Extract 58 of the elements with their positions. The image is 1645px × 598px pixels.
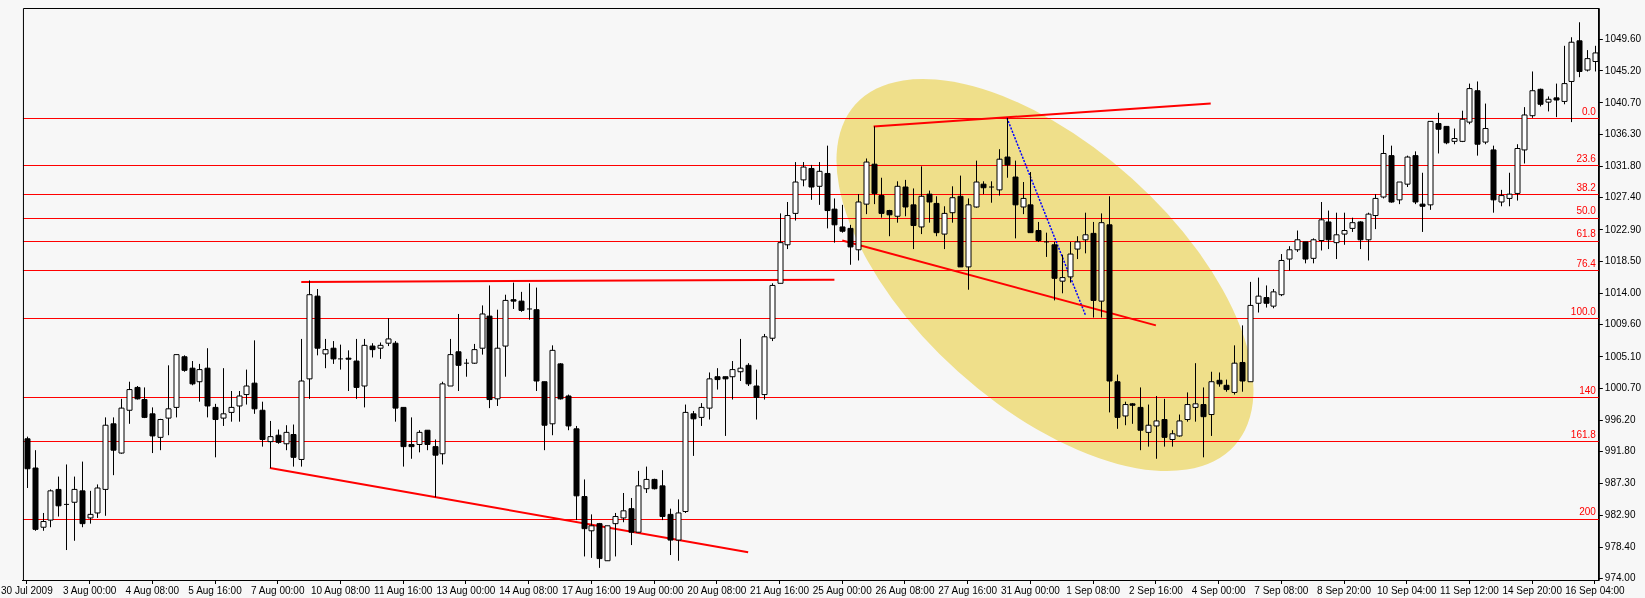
candlestick <box>63 463 70 551</box>
annotation: 140 <box>1579 385 1597 397</box>
x-tick-label: 4 Aug 08:00 <box>125 584 180 596</box>
x-tick-label: 20 Aug 08:00 <box>687 584 747 596</box>
y-tick-label: 1018.50 <box>1604 254 1642 266</box>
y-tick-label: 982.90 <box>1604 508 1636 520</box>
x-tick-label: 11 Aug 16:00 <box>374 584 433 596</box>
y-tick-label: 996.20 <box>1604 413 1636 425</box>
y-tick-label: 1022.90 <box>1604 223 1642 235</box>
y-tick-label: 1049.60 <box>1604 33 1642 45</box>
y-tick-label: 1014.00 <box>1604 287 1642 299</box>
y-tick-label: 1000.70 <box>1604 381 1642 393</box>
x-tick-label: 10 Sep 04:00 <box>1377 584 1437 596</box>
y-tick-label: 991.80 <box>1604 445 1636 457</box>
x-tick-label: 11 Sep 12:00 <box>1440 584 1500 596</box>
x-tick-label: 19 Aug 00:00 <box>624 584 684 596</box>
annotation: 23.6 <box>1576 152 1597 164</box>
x-tick-label: 14 Aug 08:00 <box>499 584 559 596</box>
y-tick-label: 1009.60 <box>1604 318 1642 330</box>
x-tick-label: 5 Aug 16:00 <box>188 584 243 596</box>
x-tick-label: 13 Aug 00:00 <box>436 584 496 596</box>
x-tick-label: 17 Aug 16:00 <box>561 584 622 596</box>
x-tick-label: 14 Sep 20:00 <box>1502 584 1563 596</box>
x-tick-label: 30 Jul 2009 <box>1 584 54 596</box>
candlestick <box>463 358 470 378</box>
x-tick-label: 7 Sep 08:00 <box>1254 584 1309 596</box>
y-tick-label: 1040.70 <box>1604 96 1642 108</box>
x-tick-label: 1 Sep 08:00 <box>1066 584 1121 596</box>
annotation: 50.0 <box>1576 205 1597 217</box>
x-tick-label: 7 Aug 00:00 <box>251 584 305 596</box>
x-tick-label: 16 Sep 04:00 <box>1565 584 1626 596</box>
y-tick-label: 1045.20 <box>1604 64 1642 76</box>
x-tick-label: 4 Sep 00:00 <box>1191 584 1246 596</box>
x-tick-label: 27 Aug 16:00 <box>938 584 998 596</box>
annotation: 200 <box>1579 506 1597 518</box>
x-tick-label: 3 Aug 00:00 <box>62 584 117 596</box>
annotation: 161.8 <box>1570 428 1597 440</box>
x-tick-label: 25 Aug 00:00 <box>812 584 873 596</box>
annotation: 100.0 <box>1570 306 1597 317</box>
x-tick-label: 2 Sep 16:00 <box>1128 584 1184 596</box>
annotation: 76.4 <box>1576 258 1597 270</box>
x-tick-label: 10 Aug 08:00 <box>311 584 371 596</box>
candlestick <box>1043 232 1050 258</box>
y-tick-label: 987.30 <box>1604 477 1636 489</box>
annotation: 0.0 <box>1581 105 1597 117</box>
y-tick-label: 1027.40 <box>1604 191 1642 203</box>
y-tick-label: 978.40 <box>1604 540 1636 552</box>
x-tick-label: 26 Aug 08:00 <box>875 584 935 596</box>
candlestick <box>988 180 995 204</box>
y-tick-label: 1031.80 <box>1604 160 1642 172</box>
x-tick-label: 8 Sep 20:00 <box>1317 584 1372 596</box>
x-tick-label: 21 Aug 16:00 <box>750 584 810 596</box>
y-tick-label: 1036.30 <box>1604 127 1642 139</box>
annotation: 61.8 <box>1576 228 1597 240</box>
y-tick-label: 974.00 <box>1604 572 1636 584</box>
y-tick-label: 1005.10 <box>1604 350 1642 362</box>
annotation: 38.2 <box>1576 181 1597 193</box>
x-tick-label: 31 Aug 00:00 <box>1000 584 1061 596</box>
